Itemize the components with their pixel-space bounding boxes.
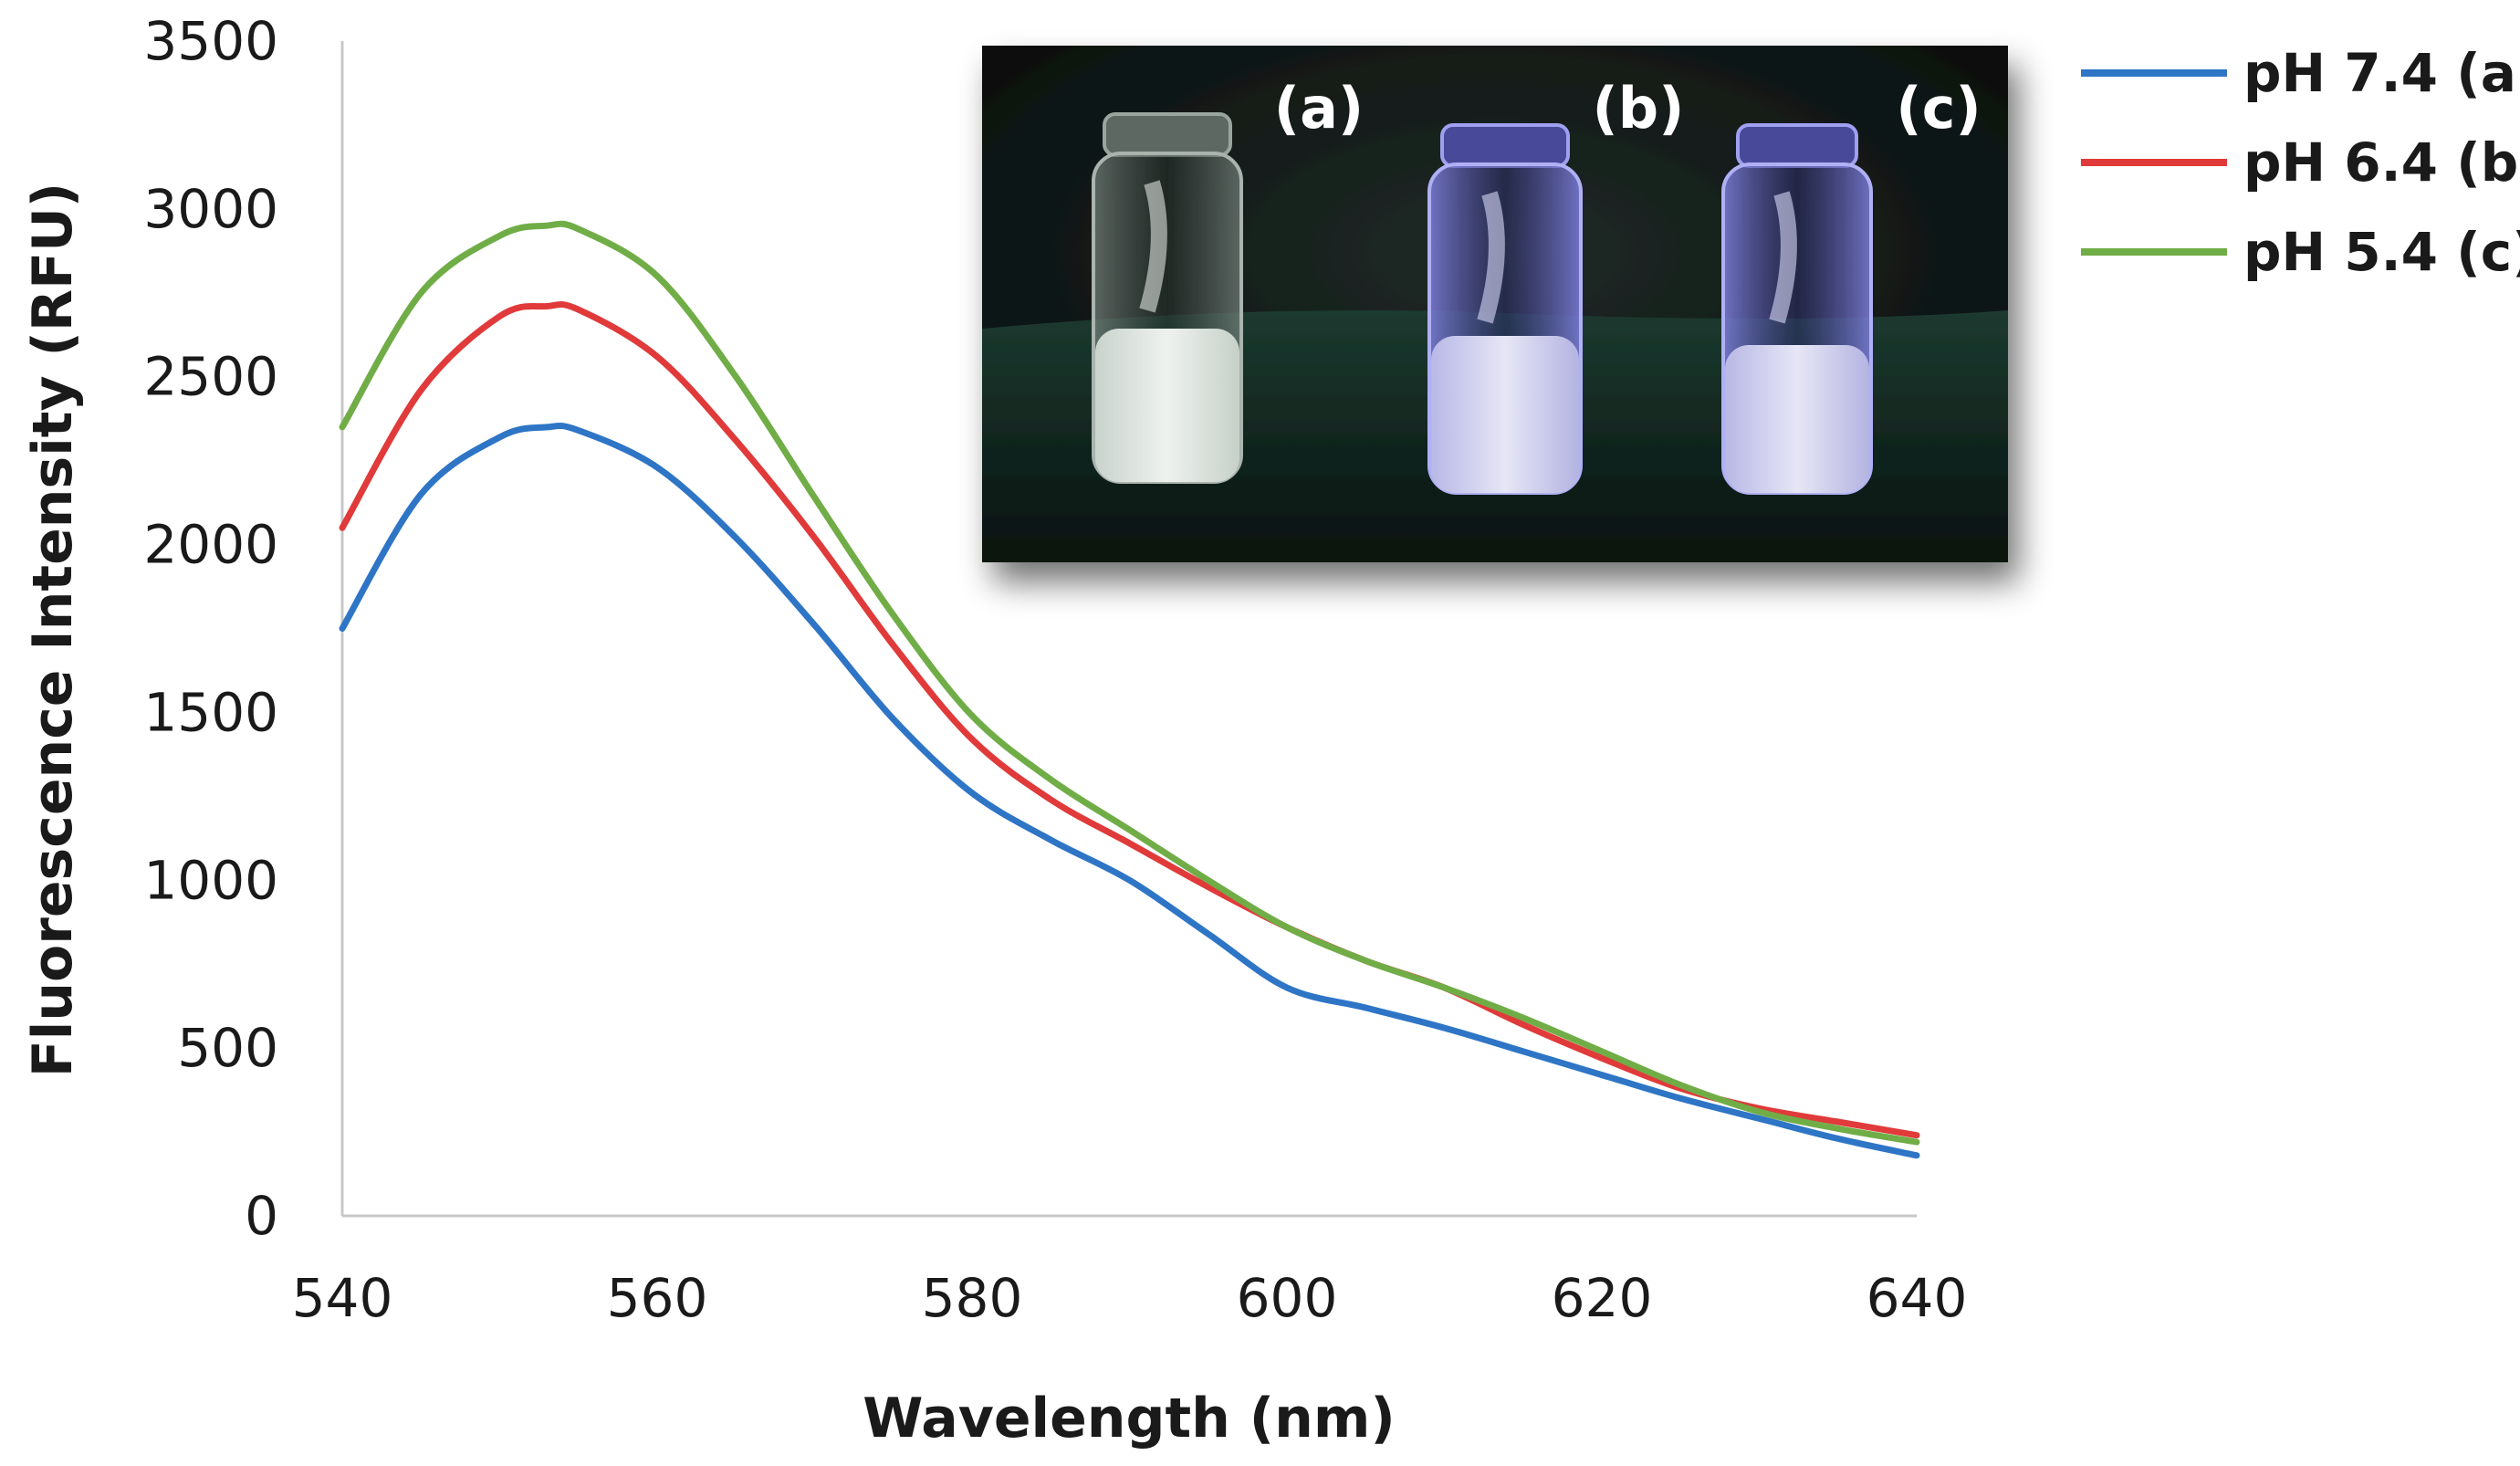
y-tick-label: 500 — [177, 1017, 278, 1079]
x-tick-label: 620 — [1552, 1267, 1653, 1329]
x-tick-label: 640 — [1866, 1267, 1968, 1329]
vial-label-c: (c) — [1896, 75, 1981, 141]
vial-label-b: (b) — [1592, 75, 1684, 141]
series-lines — [339, 220, 1920, 1159]
vial-label-a: (a) — [1274, 75, 1365, 141]
y-tick-label: 1000 — [143, 849, 278, 911]
y-tick-label: 2000 — [143, 514, 278, 576]
vial-c — [1721, 123, 1873, 495]
legend-label: pH 6.4 (b) — [2243, 131, 2520, 194]
y-axis-title: Fluorescence Intensity (RFU) — [21, 183, 85, 1077]
x-axis-title: Wavelength (nm) — [863, 1387, 1396, 1450]
legend: pH 7.4 (a) pH 6.4 (b) pH 5.4 (c) — [2081, 42, 2520, 283]
y-tick-labels: 0 500 1000 1500 2000 2500 3000 3500 — [143, 10, 278, 1247]
series-line-3 — [339, 220, 1920, 1146]
y-tick-label: 0 — [245, 1185, 278, 1247]
inset-photo: (a) (b) (c) — [982, 46, 2008, 562]
y-tick-label: 2500 — [143, 346, 278, 408]
x-tick-label: 540 — [292, 1267, 393, 1329]
y-tick-label: 1500 — [143, 681, 278, 743]
y-tick-label: 3500 — [143, 10, 278, 72]
y-tick-label: 3000 — [143, 178, 278, 240]
vial-b — [1427, 123, 1583, 495]
series-line-2 — [339, 300, 1920, 1139]
x-tick-label: 600 — [1237, 1267, 1338, 1329]
x-tick-label: 580 — [922, 1267, 1023, 1329]
legend-label: pH 7.4 (a) — [2243, 42, 2520, 104]
series-line-1 — [339, 422, 1920, 1159]
x-tick-label: 560 — [607, 1267, 708, 1329]
vial-a — [1092, 112, 1243, 484]
legend-label: pH 5.4 (c) — [2243, 221, 2520, 283]
x-tick-labels: 540 560 580 600 620 640 — [292, 1267, 1968, 1329]
